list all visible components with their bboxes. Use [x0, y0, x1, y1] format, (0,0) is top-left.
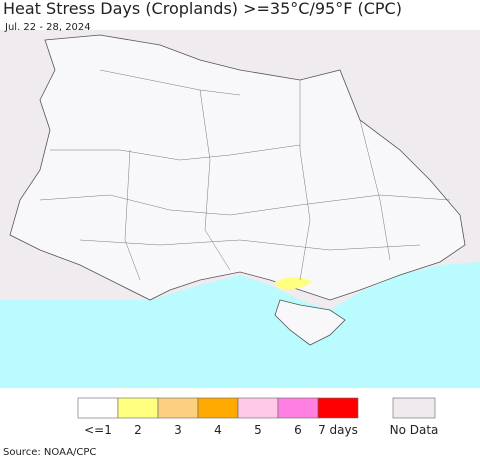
ukraine-land: [9, 34, 466, 301]
legend-swatch: [77, 397, 119, 419]
map-date: Jul. 22 - 28, 2024: [4, 22, 91, 33]
legend-swatch: [117, 397, 159, 419]
source: Source: NOAA/CPC: [3, 447, 96, 458]
admin-borders: [39, 69, 451, 281]
legend-label: 6: [294, 423, 302, 437]
legend-label: 4: [214, 423, 222, 437]
legend-label: 5: [254, 423, 262, 437]
map: [0, 30, 480, 388]
legend-label: <=1: [84, 423, 112, 437]
sea: [0, 262, 480, 388]
legend-label: 2: [134, 423, 142, 437]
heat-stress-area: [275, 277, 312, 290]
map-title: Heat Stress Days (Croplands) >=35°C/95°F…: [3, 0, 402, 18]
legend-swatch: [277, 397, 319, 419]
legend-swatch: [317, 397, 359, 419]
legend-swatch: [392, 397, 436, 419]
legend-label: 3: [174, 423, 182, 437]
legend: <=1 2 3 4 5 6 7 days No Data: [77, 397, 439, 437]
legend-swatch: [197, 397, 239, 419]
legend-label: No Data: [390, 423, 439, 437]
legend-swatch: [157, 397, 199, 419]
crimea: [274, 299, 346, 346]
legend-label: 7 days: [318, 423, 358, 437]
legend-swatch: [237, 397, 279, 419]
